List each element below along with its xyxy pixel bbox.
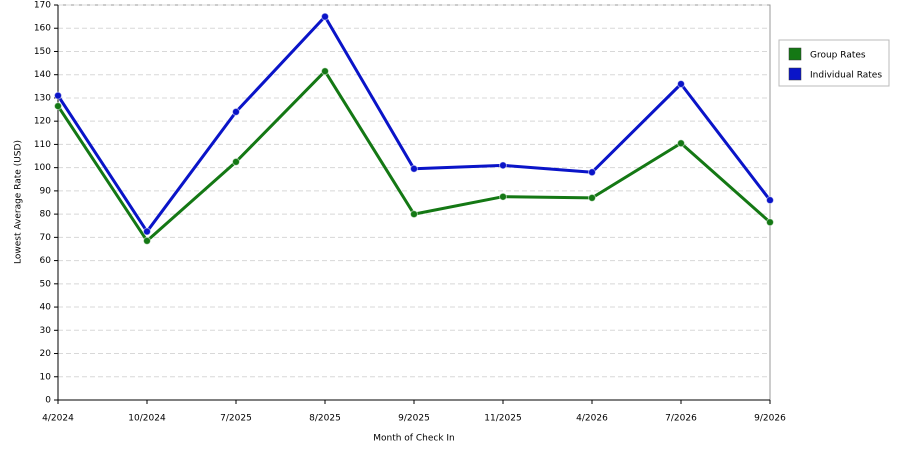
data-point — [143, 236, 151, 245]
data-point — [677, 139, 685, 148]
data-point — [232, 107, 240, 116]
y-tick-label: 50 — [40, 279, 52, 289]
y-tick-label: 30 — [40, 326, 52, 336]
x-tick-label: 4/2024 — [42, 414, 74, 424]
data-point — [410, 164, 418, 173]
x-tick-label: 11/2025 — [484, 414, 521, 424]
data-point — [321, 12, 329, 21]
y-tick-label: 10 — [40, 372, 52, 382]
y-axis-label: Lowest Average Rate (USD) — [14, 140, 24, 264]
y-tick-label: 160 — [34, 24, 51, 34]
y-tick-label: 110 — [34, 140, 51, 150]
data-point — [143, 227, 151, 236]
x-tick-label: 7/2026 — [665, 414, 697, 424]
y-tick-label: 40 — [40, 303, 52, 313]
data-point — [54, 91, 62, 100]
legend-label: Group Rates — [810, 51, 866, 61]
data-point — [321, 67, 329, 76]
x-tick-label: 7/2025 — [220, 414, 252, 424]
plot-area — [57, 4, 771, 401]
data-point — [232, 157, 240, 166]
x-tick-label: 8/2025 — [309, 414, 341, 424]
data-point — [499, 192, 507, 201]
legend-swatch — [788, 67, 802, 81]
y-tick-label: 120 — [34, 117, 51, 127]
x-tick-label: 4/2026 — [576, 414, 608, 424]
x-tick-label: 10/2024 — [128, 414, 166, 424]
y-tick-label: 140 — [34, 70, 51, 80]
legend-swatch — [788, 47, 802, 61]
y-tick-label: 0 — [45, 396, 51, 406]
legend-label: Individual Rates — [810, 71, 882, 81]
data-point — [499, 161, 507, 170]
y-tick-label: 80 — [40, 210, 52, 220]
x-tick-label: 9/2025 — [398, 414, 430, 424]
y-tick-label: 70 — [40, 233, 52, 243]
data-point — [54, 102, 62, 111]
y-tick-label: 90 — [40, 186, 52, 196]
data-point — [766, 218, 774, 227]
x-axis-label: Month of Check In — [373, 434, 455, 444]
y-tick-label: 100 — [34, 163, 51, 173]
y-tick-label: 170 — [34, 1, 51, 11]
y-tick-label: 20 — [40, 349, 52, 359]
data-point — [766, 196, 774, 205]
data-point — [588, 193, 596, 202]
x-tick-label: 9/2026 — [754, 414, 786, 424]
y-tick-label: 150 — [34, 47, 51, 57]
data-point — [410, 210, 418, 219]
data-point — [677, 80, 685, 88]
y-tick-label: 130 — [34, 93, 51, 103]
data-point — [588, 168, 596, 177]
y-tick-label: 60 — [40, 256, 52, 266]
